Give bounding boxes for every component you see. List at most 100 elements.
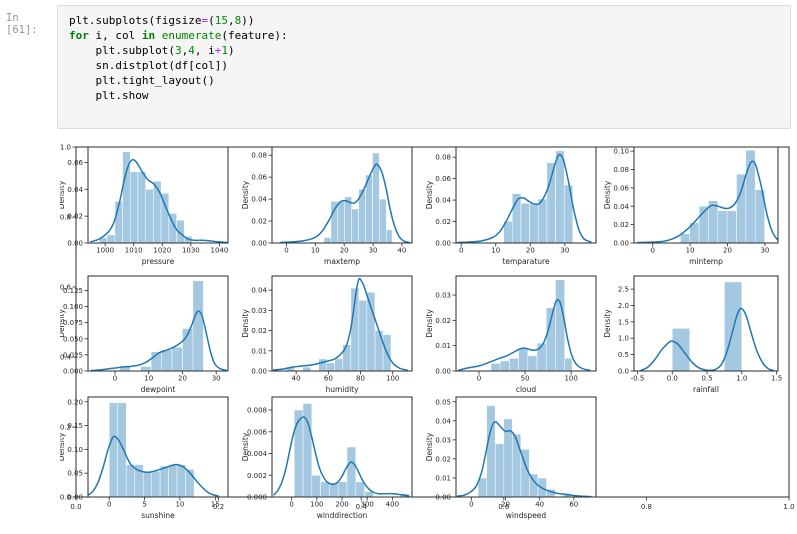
y-tick-label: 0.00: [67, 240, 83, 248]
x-tick-label: 40: [292, 375, 301, 383]
y-axis-label: Density: [603, 309, 612, 338]
axes-frame: [455, 275, 597, 372]
kde-curve: [90, 158, 228, 243]
code-token: (: [208, 14, 215, 27]
svg-text:0.4: 0.4: [356, 503, 368, 511]
hist-bar: [536, 342, 547, 371]
x-tick-label: 20: [526, 247, 535, 255]
x-tick-label: 0: [469, 501, 473, 509]
hist-bar: [754, 189, 765, 243]
y-tick-label: 0.01: [251, 347, 267, 355]
y-tick-label: 0.075: [63, 319, 83, 327]
y-tick-label: 0.20: [67, 398, 83, 406]
y-tick-label: 0.08: [435, 154, 451, 162]
y-tick-label: 0.05: [435, 398, 451, 406]
y-tick-label: 0.04: [251, 196, 267, 204]
x-axis-label: humidity: [325, 385, 359, 394]
hist-bar: [192, 280, 204, 371]
hist-bar: [717, 210, 728, 243]
code-token: plt.show: [69, 89, 149, 102]
y-tick-label: 0.01: [435, 342, 451, 350]
svg-text:0.2: 0.2: [60, 424, 71, 432]
subplot-sunshine: 0 5 10 15 0.00 0.05 0.10 0.15 0.20 sunshine Densit…: [57, 396, 229, 520]
y-tick-label: 0.006: [247, 428, 268, 436]
x-tick-label: 10: [686, 247, 695, 255]
x-tick-label: 40: [535, 501, 544, 509]
y-tick-label: 0.01: [435, 474, 451, 482]
hist-bar: [538, 198, 548, 243]
y-tick-label: 0.03: [251, 307, 267, 315]
subplot-maxtemp: 0 10 20 30 40 0.00 0.02 0.04 0.06 0.08 maxtemp Dens…: [241, 146, 413, 266]
y-tick-label: 0.03: [435, 436, 451, 444]
y-tick-label: 0.00: [251, 368, 267, 376]
hist-bar: [372, 152, 380, 243]
y-axis-label: Density: [603, 180, 612, 209]
x-axis-label: pressure: [142, 257, 175, 266]
kde-curve: [636, 160, 778, 243]
y-tick-label: 0.04: [251, 287, 267, 295]
x-tick-label: 0: [289, 501, 293, 509]
axes-frame: [271, 275, 413, 372]
code-token: for: [69, 29, 89, 42]
y-tick-label: 2.5: [618, 286, 629, 294]
x-tick-label: 30: [369, 247, 378, 255]
hist-bar: [386, 229, 393, 243]
subplot-windspeed: 0 20 40 60 0.00 0.01 0.02 0.03 0.04 0.05 windspeed…: [425, 396, 597, 520]
y-axis-label: Density: [241, 180, 250, 209]
code-token: 8: [234, 14, 242, 27]
x-axis-label: rainfall: [693, 385, 719, 394]
y-axis-label: Density: [241, 432, 250, 461]
y-tick-label: 0.04: [435, 417, 451, 425]
y-tick-label: 0.050: [63, 335, 83, 343]
hist-bar: [161, 349, 173, 371]
hist-bar: [366, 291, 376, 371]
hist-bar: [142, 471, 152, 497]
hist-bar: [108, 402, 118, 497]
hist-bar: [490, 363, 501, 371]
kde-curve: [90, 310, 228, 371]
hist-bar: [140, 366, 152, 371]
hist-bar: [358, 300, 368, 371]
y-axis-label: Density: [425, 180, 434, 209]
kde-curve: [456, 421, 592, 497]
kde-curve: [272, 277, 408, 371]
hist-bar: [337, 481, 348, 497]
y-tick-label: 0.06: [251, 174, 267, 182]
y-tick-label: 0.00: [435, 240, 451, 248]
code-token: +: [214, 44, 222, 57]
plot-area: [90, 151, 228, 243]
subplot-pressure: 1000 1010 1020 1030 1040 0.00 0.02 0.04 0.06 pres…: [57, 146, 229, 266]
y-tick-label: 0.04: [613, 203, 629, 211]
x-tick-label: 10: [311, 247, 320, 255]
x-tick-label: 0: [113, 375, 117, 383]
axes-frame: [87, 275, 229, 372]
y-tick-label: 0.02: [67, 213, 83, 221]
x-tick-label: -0.5: [631, 375, 645, 383]
x-axis-label: sunshine: [141, 511, 175, 520]
subplot-cloud: 0 50 100 0.00 0.01 0.02 0.03 cloud Density: [425, 275, 597, 394]
y-tick-label: 0.04: [67, 186, 83, 194]
code-token: =: [201, 14, 209, 27]
kde-curve: [456, 153, 592, 243]
code-token: (feature):: [221, 29, 288, 42]
axes-frame: [271, 146, 413, 244]
y-tick-label: 1.5: [618, 318, 629, 326]
code-line: plt.show: [69, 88, 784, 103]
x-axis-label: maxtemp: [324, 257, 360, 266]
x-tick-label: 30: [760, 247, 769, 255]
code-editor[interactable]: plt.subplots(figsize=(15,8)) for i, col i…: [69, 13, 784, 124]
hist-bar: [344, 196, 352, 243]
hist-bar: [512, 433, 522, 497]
svg-text:1.0: 1.0: [783, 503, 794, 511]
code-token: 4: [188, 44, 195, 57]
y-tick-label: 0.02: [251, 218, 267, 226]
code-line: sn.distplot(df[col]): [69, 58, 784, 73]
y-axis-label: Density: [425, 309, 434, 338]
code-token: 1: [221, 44, 228, 57]
y-tick-label: 0.08: [251, 152, 267, 160]
hist-bar: [171, 346, 183, 371]
axes-frame: [633, 275, 779, 372]
code-token: )): [241, 14, 255, 27]
hist-bar: [106, 234, 116, 243]
plot-area: [272, 277, 408, 371]
